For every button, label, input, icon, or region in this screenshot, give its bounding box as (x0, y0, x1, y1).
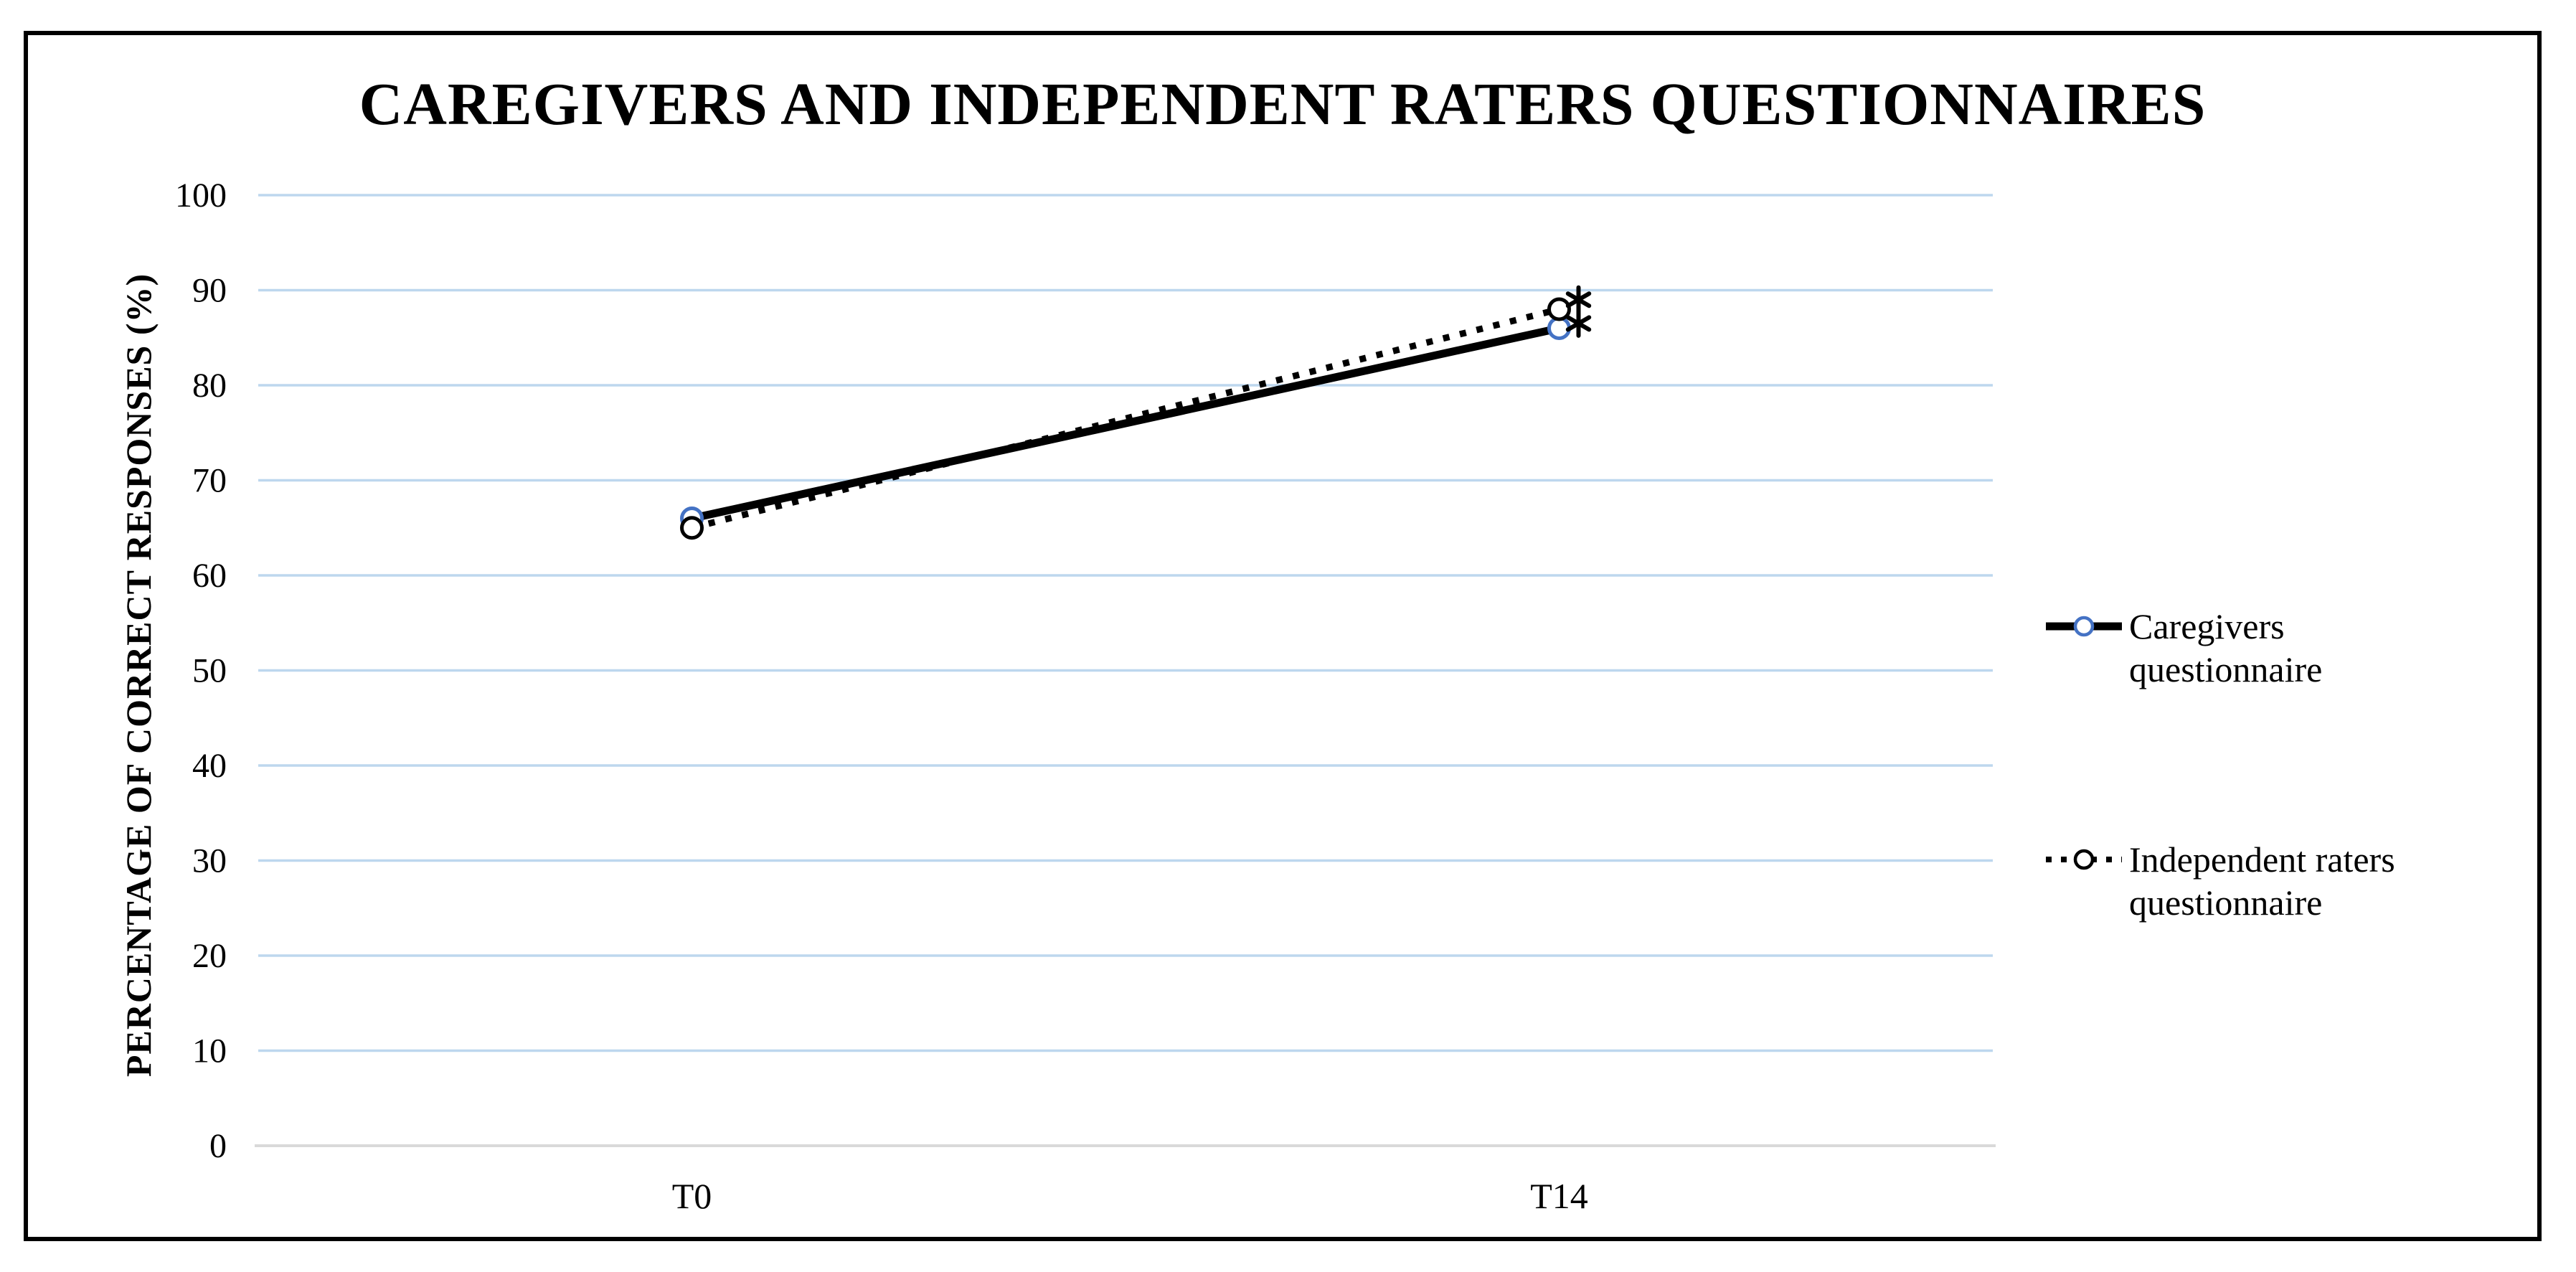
legend-item-label: Independent raters questionnaire (2129, 839, 2395, 923)
x-tick-label: T14 (1530, 1176, 1588, 1216)
asterisk-spoke (1565, 291, 1592, 308)
y-tick-label: 40 (192, 747, 227, 785)
y-tick-label: 0 (209, 1127, 227, 1165)
data-point-marker (1547, 297, 1571, 321)
data-point-marker (1547, 316, 1571, 340)
data-point-marker (680, 516, 704, 540)
y-tick-label: 100 (175, 176, 227, 215)
y-tick-label: 10 (192, 1032, 227, 1070)
y-tick-label: 30 (192, 842, 227, 880)
legend-item: Independent raters questionnaire (2044, 838, 2504, 924)
legend: Caregivers questionnaire Independent rate… (2044, 605, 2504, 924)
significance-asterisk (1565, 285, 1592, 314)
legend-line-sample-icon (2044, 838, 2125, 885)
series-line (691, 324, 1560, 522)
x-tick-label: T0 (672, 1176, 712, 1216)
chart-title: CAREGIVERS AND INDEPENDENT RATERS QUESTI… (359, 71, 2207, 138)
asterisk-spoke (1565, 315, 1592, 332)
legend-line-sample-icon (2044, 605, 2125, 651)
y-tick-label: 70 (192, 462, 227, 500)
chart-border (24, 31, 2542, 1241)
y-tick-label: 80 (192, 367, 227, 405)
series-line (691, 306, 1560, 532)
y-tick-label: 50 (192, 652, 227, 690)
y-tick-label: 60 (192, 557, 227, 595)
y-tick-label: 90 (192, 272, 227, 310)
legend-item-label: Caregivers questionnaire (2129, 606, 2323, 689)
significance-asterisk (1565, 308, 1592, 338)
legend-item: Caregivers questionnaire (2044, 605, 2504, 691)
y-tick-label: 20 (192, 937, 227, 975)
